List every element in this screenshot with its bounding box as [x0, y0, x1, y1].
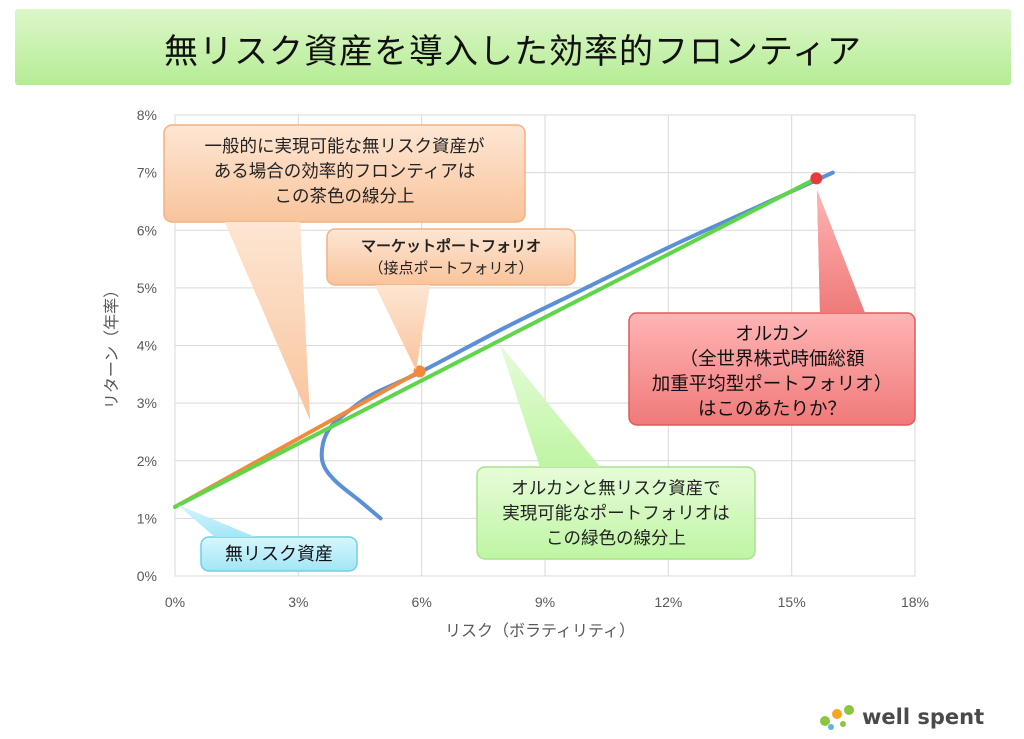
- callout-pointer-fill: [178, 505, 255, 537]
- callout-text: 一般的に実現可能な無リスク資産が: [205, 137, 485, 157]
- y-tick-label: 1%: [137, 510, 157, 526]
- callout-box-inner: [165, 126, 524, 221]
- callout-text: ある場合の効率的フロンティアは: [214, 162, 475, 182]
- y-tick-label: 5%: [137, 280, 157, 296]
- callout-text: はこのあたりか？: [698, 399, 846, 420]
- callout-text: （全世界株式時価総額: [679, 349, 864, 370]
- y-axis-title: リターン（年率）: [102, 282, 121, 409]
- y-tick-label: 2%: [137, 453, 157, 469]
- efficient-frontier-chart: 0% 1% 2% 3% 4% 5% 6% 7% 8% 0% 3% 6% 9% 12% 15% 18% リスク（…: [102, 107, 929, 640]
- callout-pointer-fill: [817, 190, 865, 313]
- x-tick-label: 3%: [288, 594, 308, 610]
- x-tick-label: 9%: [535, 594, 555, 610]
- callout-text: 実現可能なポートフォリオは: [502, 504, 730, 524]
- callout-box-inner: [630, 314, 914, 424]
- callout-text: オルカン: [735, 324, 808, 345]
- well-spent-logo: well spent: [818, 701, 988, 733]
- logo-text: well spent: [862, 705, 985, 729]
- y-tick-label: 8%: [137, 107, 157, 123]
- x-tick-label: 18%: [901, 594, 929, 610]
- page-title: 無リスク資産を導入した効率的フロンティア: [164, 32, 862, 72]
- callout-pointer-fill: [375, 285, 430, 370]
- callout-text: 無リスク資産: [225, 544, 333, 565]
- y-tick-label: 7%: [137, 165, 157, 181]
- logo-mark-icon: [820, 705, 854, 730]
- callout-market: マーケットポートフォリオ （接点ポートフォリオ）: [326, 228, 576, 370]
- x-tick-label: 12%: [654, 594, 682, 610]
- callout-riskfree: 無リスク資産: [178, 505, 358, 572]
- x-tick-label: 0%: [165, 594, 185, 610]
- orcan-point: [810, 172, 823, 185]
- frontier-curve: [319, 170, 835, 521]
- callout-box-inner: [478, 468, 754, 558]
- callout-box-inner: [202, 538, 356, 570]
- y-tick-label: 3%: [137, 395, 157, 411]
- callout-pointer-fill: [500, 345, 600, 467]
- callout-text: （接点ポートフォリオ）: [368, 259, 533, 277]
- callout-text: この緑色の線分上: [546, 529, 686, 549]
- green-line: [173, 176, 819, 509]
- callout-pointer-fill: [225, 222, 310, 420]
- title-bar: 無リスク資産を導入した効率的フロンティア: [15, 9, 1011, 85]
- y-tick-label: 6%: [137, 222, 157, 238]
- x-tick-label: 15%: [778, 594, 806, 610]
- callout-text: マーケットポートフォリオ: [361, 237, 541, 255]
- y-tick-label: 4%: [137, 338, 157, 354]
- y-tick-label: 0%: [137, 568, 157, 584]
- x-tick-label: 6%: [412, 594, 432, 610]
- x-axis-title: リスク（ボラティリティ）: [445, 621, 635, 640]
- callout-text: 加重平均型ポートフォリオ）: [652, 374, 893, 395]
- callout-text: オルカンと無リスク資産で: [511, 479, 720, 499]
- callout-text: この茶色の線分上: [275, 187, 415, 207]
- callout-box-inner: [328, 230, 574, 284]
- market-portfolio-point: [413, 365, 426, 378]
